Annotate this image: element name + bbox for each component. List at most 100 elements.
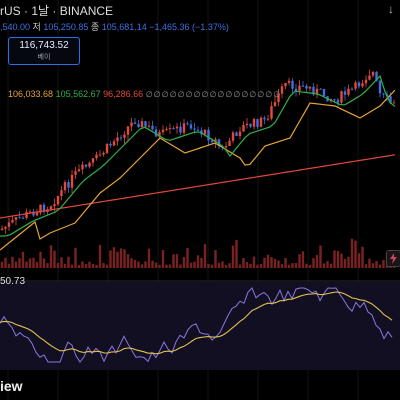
- change-value: −1,465.36 (−1.37%): [149, 22, 229, 32]
- candle-body: [95, 154, 98, 159]
- volume-bar: [217, 262, 221, 268]
- volume-bar: [357, 253, 361, 268]
- candle-body: [53, 204, 56, 207]
- volume-bar: [340, 253, 343, 268]
- candle-body: [102, 152, 105, 155]
- candle-body: [214, 139, 217, 143]
- candle-body: [210, 140, 214, 143]
- volume-bar: [336, 250, 340, 268]
- candle-body: [224, 145, 228, 148]
- candle-body: [168, 127, 172, 129]
- candle-body: [35, 212, 39, 216]
- volume-bar: [88, 261, 91, 268]
- candle-body: [21, 217, 25, 219]
- rsi-line: [0, 287, 393, 363]
- candle-body: [123, 134, 126, 138]
- volume-bar: [238, 264, 242, 268]
- volume-bar: [280, 264, 284, 268]
- candle-body: [7, 222, 11, 227]
- candle-body: [340, 91, 343, 103]
- candle-body: [287, 80, 291, 83]
- volume-bar: [245, 262, 249, 268]
- price-badge[interactable]: 116,743.52 베이: [8, 37, 80, 65]
- candle-body: [368, 75, 371, 80]
- candle-body: [207, 129, 210, 141]
- volume-bar: [273, 258, 277, 268]
- candle-body: [228, 140, 231, 146]
- candle-body: [252, 119, 256, 127]
- candle-body: [389, 96, 392, 104]
- arrow-down-icon[interactable]: ↓: [388, 2, 394, 16]
- volume-bar: [109, 250, 112, 268]
- volume-bar: [210, 264, 214, 268]
- volume-bar: [165, 264, 168, 268]
- candle-body: [126, 126, 130, 135]
- candle-body: [298, 85, 301, 91]
- volume-bar: [361, 246, 364, 268]
- volume-bar: [368, 258, 371, 268]
- volume-bar: [0, 261, 4, 268]
- volume-bar: [231, 245, 235, 268]
- candle-body: [63, 182, 67, 191]
- candle-body: [277, 93, 280, 103]
- candle-body: [151, 125, 154, 130]
- lightning-icon[interactable]: [386, 250, 400, 267]
- ma-long-line: [0, 154, 396, 219]
- candle-body: [165, 128, 168, 130]
- volume-bar: [378, 264, 382, 268]
- candle-body: [266, 118, 270, 120]
- volume-bar: [74, 247, 77, 268]
- volume-bar: [42, 258, 46, 268]
- hidden-indicator-icon[interactable]: ∅∅∅∅∅∅∅∅∅∅∅∅∅∅∅∅∅: [145, 90, 282, 99]
- candle-body: [354, 82, 357, 89]
- candle-body: [98, 154, 102, 156]
- low-label: 저: [32, 22, 41, 32]
- candle-body: [91, 158, 95, 163]
- candle-body: [361, 83, 364, 87]
- candle-body: [77, 169, 81, 172]
- volume-bar: [364, 264, 368, 268]
- volume-bar: [228, 263, 231, 268]
- candle-body: [109, 143, 112, 146]
- candle-body: [249, 123, 252, 127]
- candle-body: [0, 228, 4, 230]
- volume-bar: [39, 251, 42, 268]
- ma-values-row: 106,033.68 105,562.67 96,286.66 ∅∅∅∅∅∅∅∅…: [8, 89, 281, 100]
- volume-bar: [375, 260, 378, 268]
- volume-bar: [25, 261, 28, 268]
- volume-bar: [21, 251, 25, 268]
- candle-body: [238, 131, 242, 137]
- volume-bar: [312, 258, 315, 268]
- volume-bar: [182, 257, 186, 268]
- candle-body: [245, 123, 249, 125]
- volume-bar: [46, 263, 49, 268]
- candle-body: [203, 129, 207, 135]
- volume-bar: [102, 262, 105, 268]
- candle-body: [182, 123, 186, 133]
- candle-body: [119, 137, 123, 139]
- volume-bar: [105, 264, 109, 268]
- volume-bar: [179, 264, 182, 268]
- candle-body: [137, 123, 140, 128]
- ma-value-2: 105,562.67: [55, 89, 101, 99]
- volume-bar: [256, 264, 259, 268]
- candle-body: [371, 71, 375, 76]
- candle-body: [161, 129, 165, 133]
- price-badge-value: 116,743.52: [19, 40, 69, 51]
- candle-body: [301, 85, 305, 87]
- volume-bar: [189, 262, 193, 268]
- candle-body: [315, 88, 319, 95]
- volume-bar: [350, 238, 354, 268]
- grid: [7, 0, 359, 400]
- candle-body: [172, 127, 175, 129]
- candle-body: [263, 117, 266, 120]
- candle-body: [280, 86, 284, 94]
- candle-body: [14, 217, 18, 220]
- volume-bar: [266, 254, 270, 268]
- candle-body: [319, 88, 322, 90]
- candle-body: [130, 122, 133, 127]
- candle-body: [273, 102, 277, 107]
- volume-bar: [130, 258, 133, 268]
- candle-body: [235, 132, 238, 137]
